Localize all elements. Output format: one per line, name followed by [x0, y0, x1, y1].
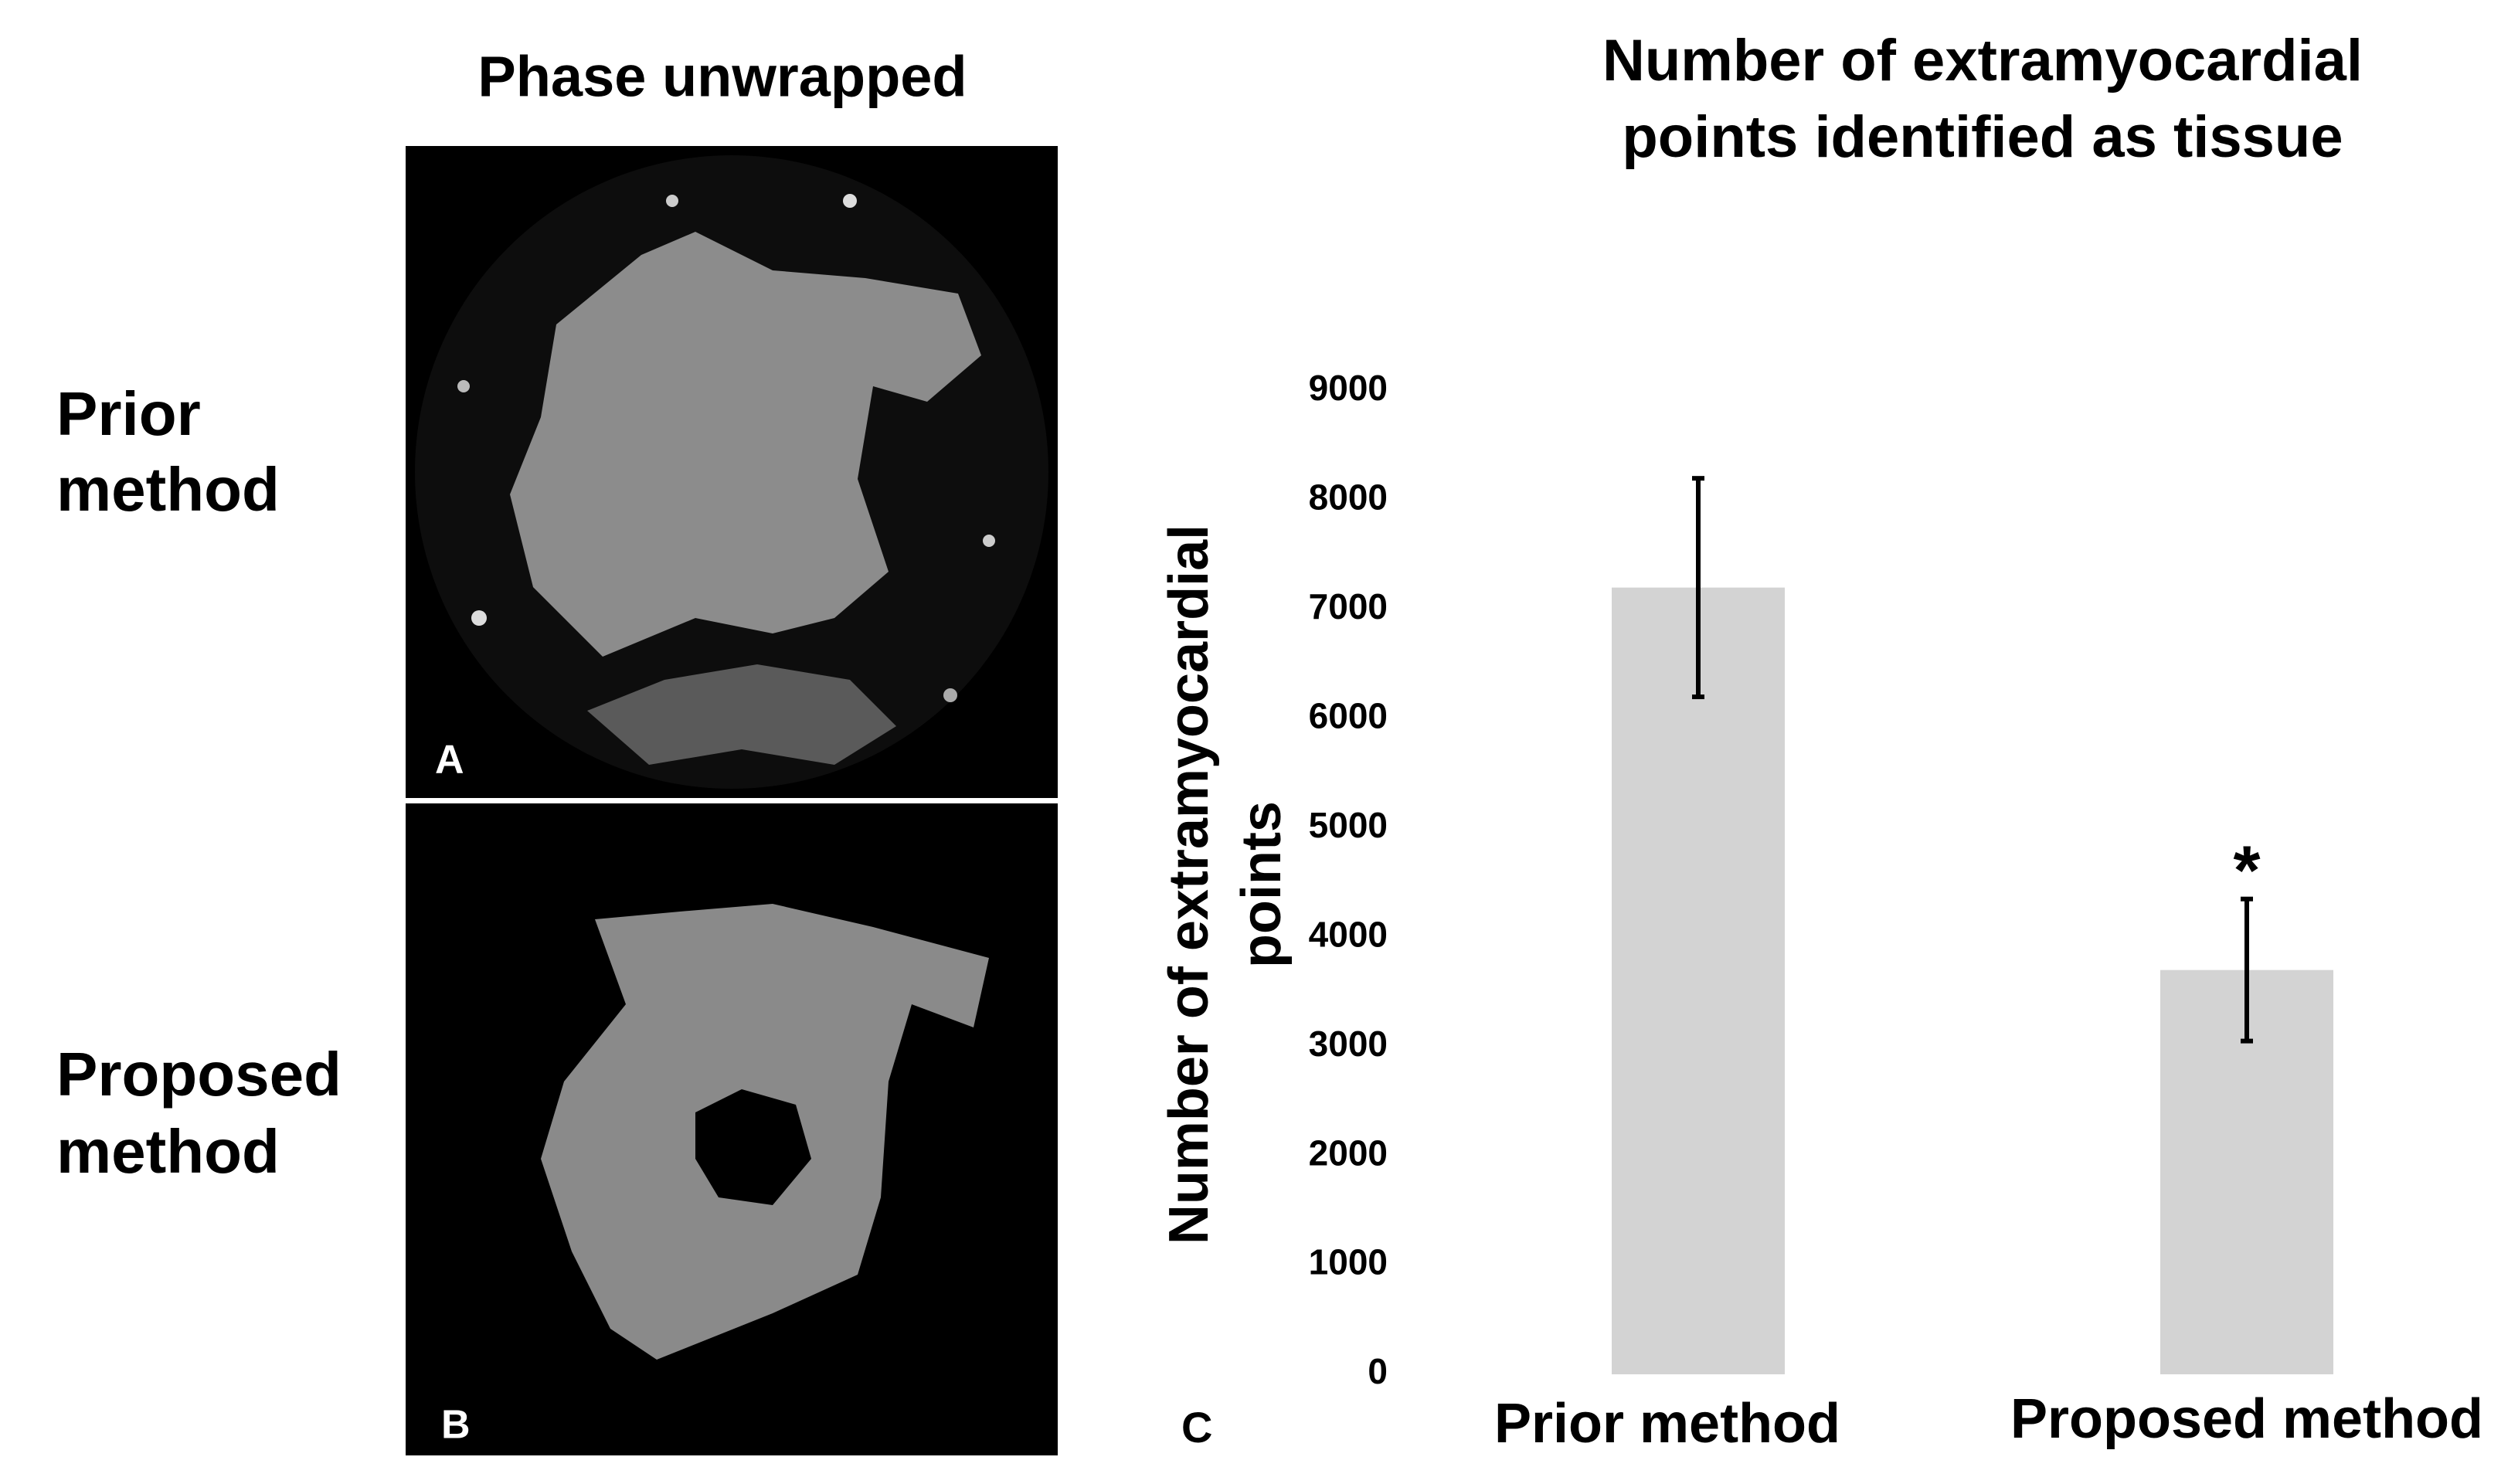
row-label: Proposed [56, 1040, 342, 1109]
y-tick-label: 5000 [1309, 805, 1388, 845]
row-label: method [56, 455, 280, 524]
y-tick-label: 8000 [1309, 477, 1388, 518]
x-tick-label: Proposed method [2010, 1388, 2483, 1450]
y-tick-label: 7000 [1309, 586, 1388, 627]
bar [1612, 587, 1785, 1374]
row-label: Prior [56, 379, 201, 448]
image-b: B [406, 803, 1058, 1455]
y-tick-label: 4000 [1309, 914, 1388, 954]
chart-title: Number of extramyocardial [1602, 28, 2363, 93]
chart-title: points identified as tissue [1622, 104, 2343, 170]
y-tick-label: 3000 [1309, 1024, 1388, 1064]
y-tick-label: 9000 [1309, 368, 1388, 408]
panel-title: Phase unwrapped [477, 45, 967, 109]
y-tick-label: 2000 [1309, 1133, 1388, 1173]
y-tick-label: 1000 [1309, 1242, 1388, 1282]
y-tick-label: 0 [1368, 1351, 1388, 1391]
significance-marker: * [2233, 832, 2260, 909]
panel-tag: A [435, 738, 464, 783]
y-axis-label: Number of extramyocardial [1158, 525, 1220, 1245]
image-a: A [406, 146, 1058, 798]
panel-tag: B [441, 1403, 471, 1448]
y-axis-label: points [1231, 801, 1293, 968]
x-tick-label: Prior method [1494, 1393, 1840, 1455]
panel-tag: C [1181, 1403, 1212, 1452]
y-tick-label: 6000 [1309, 695, 1388, 735]
row-label: method [56, 1117, 280, 1186]
